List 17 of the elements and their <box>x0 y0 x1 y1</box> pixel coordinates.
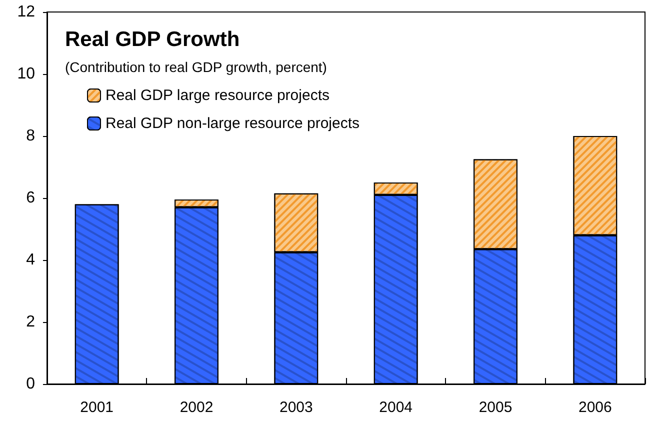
x-tick-label: 2002 <box>180 399 214 416</box>
y-tick-label: 4 <box>26 252 36 268</box>
x-tick-label: 2003 <box>279 399 313 416</box>
y-tick-label: 8 <box>26 128 36 144</box>
x-tick-label: 2004 <box>379 399 413 416</box>
y-tick-label: 12 <box>17 4 36 20</box>
x-tick-label: 2006 <box>578 399 612 416</box>
legend-label: Real GDP large resource projects <box>106 87 330 104</box>
y-tick-label: 10 <box>17 66 36 82</box>
text: (Contribution to real GDP growth, percent) <box>65 59 327 75</box>
y-tick-label: 6 <box>26 190 36 206</box>
y-tick-label: 0 <box>26 376 36 392</box>
x-tick-label: 2001 <box>80 399 114 416</box>
y-tick-label: 2 <box>26 314 36 330</box>
x-tick-label: 2005 <box>478 399 512 416</box>
legend-label: Real GDP non-large resource projects <box>106 115 360 132</box>
text: Real GDP Growth <box>65 28 240 51</box>
